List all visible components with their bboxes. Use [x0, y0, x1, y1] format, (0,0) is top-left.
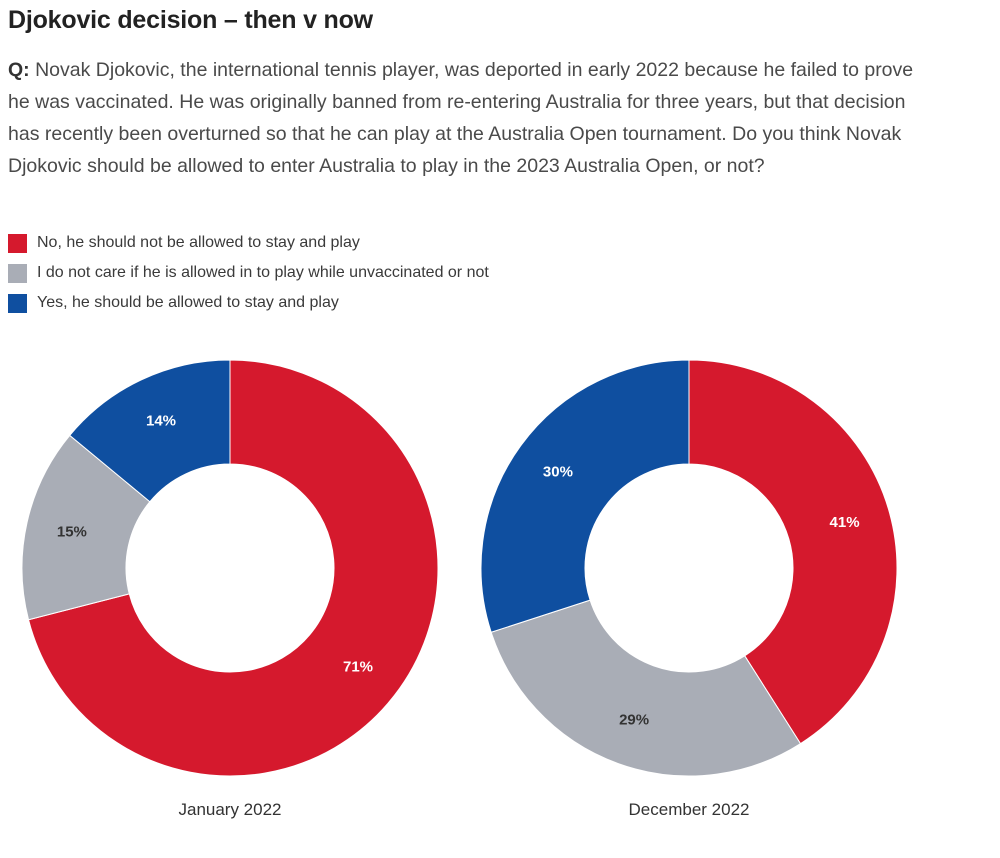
legend-label-dont-care: I do not care if he is allowed in to pla…: [37, 264, 489, 281]
legend-item-no: No, he should not be allowed to stay and…: [8, 228, 489, 258]
chart-title: Djokovic decision – then v now: [8, 6, 373, 34]
donut-slice-dec-yes: [480, 359, 690, 633]
slice-label-jan-dont-care: 15%: [57, 524, 87, 541]
legend-label-yes: Yes, he should be allowed to stay and pl…: [37, 294, 339, 311]
donut-slice-jan-dont-care: [21, 434, 151, 621]
legend-swatch-dont-care: [8, 263, 27, 283]
donut-charts: 71% 15% 14% January 2022 41% 29% 30% December 2…: [21, 359, 898, 819]
donut-slice-dec-dont-care: [490, 599, 802, 777]
legend-item-yes: Yes, he should be allowed to stay and pl…: [8, 288, 489, 318]
chart-caption-jan: January 2022: [178, 800, 281, 819]
slice-label-dec-dont-care: 29%: [619, 711, 649, 728]
legend-swatch-yes: [8, 293, 27, 313]
slice-label-dec-no: 41%: [830, 514, 860, 531]
slice-label-jan-no: 71%: [343, 658, 373, 675]
slice-label-jan-yes: 14%: [146, 412, 176, 429]
legend-label-no: No, he should not be allowed to stay and…: [37, 234, 360, 251]
donut-slice-dec-no: [688, 359, 898, 745]
legend-swatch-no: [8, 233, 27, 253]
slice-label-dec-yes: 30%: [543, 464, 573, 481]
legend: No, he should not be allowed to stay and…: [8, 228, 489, 318]
donut-slice-jan-yes: [69, 359, 231, 503]
question-body: Novak Djokovic, the international tennis…: [8, 59, 914, 177]
legend-item-dont-care: I do not care if he is allowed in to pla…: [8, 258, 489, 288]
question-text: Q: Novak Djokovic, the international ten…: [8, 54, 938, 182]
chart-caption-dec: December 2022: [629, 800, 750, 819]
question-label: Q:: [8, 59, 30, 81]
donut-slice-jan-no: [27, 359, 439, 777]
